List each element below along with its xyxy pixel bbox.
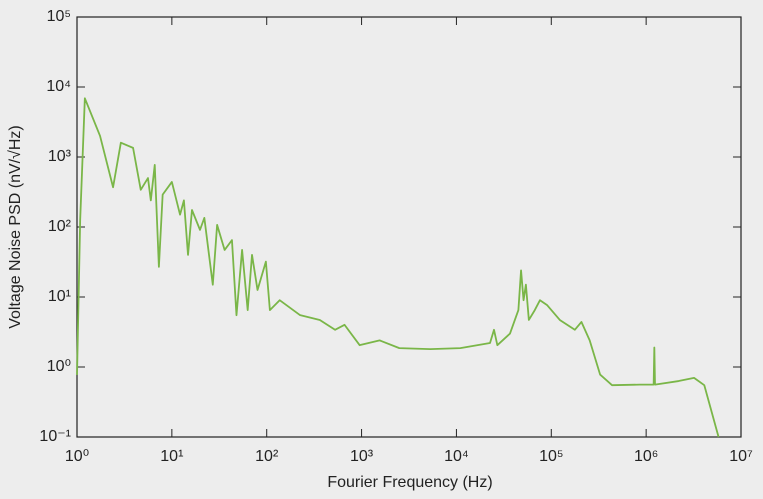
x-tick-label: 10³ [350,448,374,465]
x-tick-label: 10¹ [160,448,183,465]
data-line [76,97,720,438]
y-axis-label: Voltage Noise PSD (nV/√Hz) [7,125,24,329]
plot-frame [76,16,742,438]
x-tick-label: 10⁷ [729,448,753,465]
x-tick-label: 10⁶ [634,448,658,465]
x-tick-label: 10⁰ [65,448,89,465]
x-tick-label: 10⁵ [539,448,563,465]
y-tick-label: 10⁻¹ [39,428,71,445]
y-tick-label: 10⁴ [46,78,71,95]
y-tick-label: 10³ [48,148,72,165]
y-tick-label: 10² [48,218,72,235]
x-axis-label: Fourier Frequency (Hz) [327,474,492,491]
y-tick-label: 10⁵ [47,8,71,25]
y-tick-label: 10¹ [48,288,71,305]
x-tick-label: 10² [255,448,279,465]
x-tick-label: 10⁴ [444,448,469,465]
y-tick-label: 10⁰ [47,358,71,375]
